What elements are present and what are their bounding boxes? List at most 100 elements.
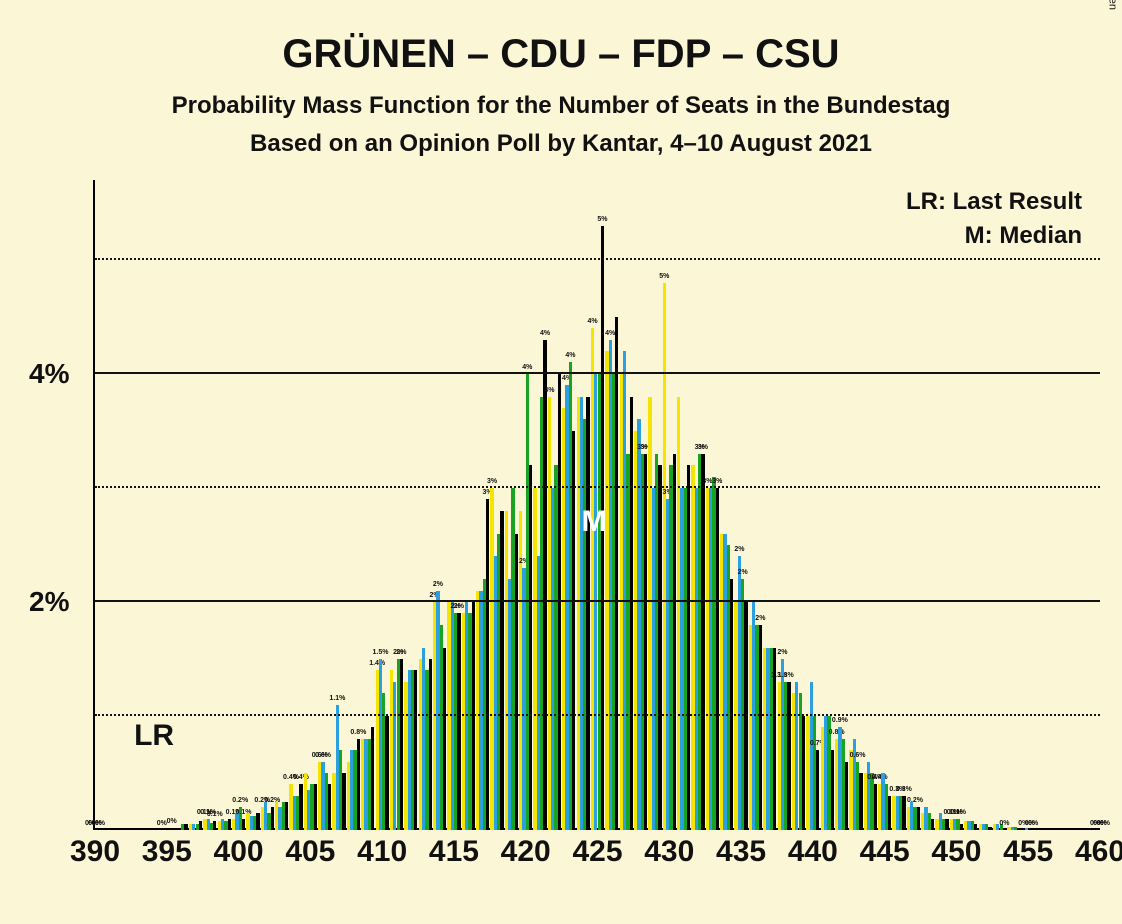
bar: 0.8% xyxy=(357,739,360,830)
bar-value-label: 2% xyxy=(454,603,464,610)
bar: 2% xyxy=(457,613,460,830)
bar-value-label: 2% xyxy=(734,546,744,553)
gridline-minor xyxy=(95,486,1100,488)
bar-value-label: 0% xyxy=(1100,820,1110,827)
bar xyxy=(472,602,475,830)
chart-subtitle-1: Probability Mass Function for the Number… xyxy=(0,92,1122,120)
bar-value-label: 4% xyxy=(565,352,575,359)
bar: 2% xyxy=(759,625,762,830)
gridline-major xyxy=(95,372,1100,374)
bar-value-label: 0% xyxy=(95,820,105,827)
bar xyxy=(673,454,676,830)
bar-value-label: 2% xyxy=(755,615,765,622)
bar: 3% xyxy=(486,499,489,830)
bar-value-label: 2% xyxy=(396,649,406,656)
bar-value-label: 2% xyxy=(777,649,787,656)
gridline-minor xyxy=(95,714,1100,716)
bar-value-label: 0.3% xyxy=(896,786,912,793)
bar xyxy=(586,397,589,830)
bar: 0% xyxy=(170,828,173,830)
y-tick-label: 4% xyxy=(29,358,85,390)
x-tick-label: 415 xyxy=(429,835,479,869)
bar xyxy=(1014,827,1017,830)
x-tick-label: 445 xyxy=(860,835,910,869)
bar-value-label: 0.9% xyxy=(832,717,848,724)
bar xyxy=(443,648,446,830)
bar-value-label: 0.8% xyxy=(829,729,845,736)
x-tick-label: 440 xyxy=(788,835,838,869)
bar xyxy=(917,807,920,830)
bar xyxy=(429,659,432,830)
marker-lr: LR xyxy=(134,719,174,753)
bar xyxy=(802,716,805,830)
bar-value-label: 0.6% xyxy=(850,752,866,759)
bar xyxy=(687,465,690,830)
bar-value-label: 2% xyxy=(433,581,443,588)
bar-value-label: 4% xyxy=(587,318,597,325)
x-tick-label: 460 xyxy=(1075,835,1122,869)
bar xyxy=(658,465,661,830)
bar xyxy=(328,784,331,830)
bar xyxy=(285,802,288,831)
x-tick-label: 435 xyxy=(716,835,766,869)
chart-plot-area: 0%0%0%0%0%0%0.1%0.1%0.1%0.1%0.2%0.1%0.2%… xyxy=(95,180,1100,830)
x-tick-label: 425 xyxy=(572,835,622,869)
bar: 0.1% xyxy=(242,819,245,830)
bar-value-label: 3% xyxy=(698,444,708,451)
bar-value-label: 0.1% xyxy=(207,811,223,818)
marker-m: M xyxy=(582,505,607,539)
bar xyxy=(572,431,575,830)
bar xyxy=(184,824,187,830)
bar: 0.7% xyxy=(816,750,819,830)
bar xyxy=(859,773,862,830)
bar xyxy=(256,813,259,830)
bar-value-label: 4% xyxy=(522,364,532,371)
bar xyxy=(730,579,733,830)
bar-value-label: 3% xyxy=(487,478,497,485)
bar: 3% xyxy=(716,488,719,830)
bar xyxy=(630,397,633,830)
bar xyxy=(1025,828,1028,830)
bar xyxy=(342,773,345,830)
bar-value-label: 4% xyxy=(540,330,550,337)
x-tick-label: 400 xyxy=(214,835,264,869)
x-tick-label: 390 xyxy=(70,835,120,869)
bar-value-label: 1.3% xyxy=(778,672,794,679)
bar-value-label: 1.1% xyxy=(329,695,345,702)
bar xyxy=(744,602,747,830)
chart-title: GRÜNEN – CDU – FDP – CSU xyxy=(0,32,1122,77)
bar-value-label: 0% xyxy=(167,818,177,825)
bar-value-label: 0.1% xyxy=(950,809,966,816)
bar-value-label: 1.4% xyxy=(369,660,385,667)
bar xyxy=(615,317,618,830)
bar xyxy=(385,716,388,830)
bar xyxy=(974,824,977,830)
copyright-text: © 2021 Filip van Laenen xyxy=(1106,0,1118,10)
bar-value-label: 0.8% xyxy=(350,729,366,736)
bar: 3% xyxy=(701,454,704,830)
bar-value-label: 3% xyxy=(712,478,722,485)
bar xyxy=(529,465,532,830)
bar-value-label: 0.4% xyxy=(872,774,888,781)
bar-value-label: 4% xyxy=(605,330,615,337)
bar-value-label: 0.2% xyxy=(232,797,248,804)
bar xyxy=(960,824,963,830)
bar xyxy=(314,784,317,830)
bar xyxy=(515,534,518,830)
bar xyxy=(787,682,790,830)
bar xyxy=(371,727,374,830)
bar xyxy=(831,750,834,830)
legend-m: M: Median xyxy=(906,222,1082,250)
bar-value-label: 0% xyxy=(157,820,167,827)
bar: 0.3% xyxy=(902,796,905,830)
bar-value-label: 0.2% xyxy=(907,797,923,804)
bar xyxy=(558,374,561,830)
bar: 0.4% xyxy=(874,784,877,830)
x-tick-label: 430 xyxy=(644,835,694,869)
bar xyxy=(845,762,848,830)
bar: 0.4% xyxy=(299,784,302,830)
bar xyxy=(988,827,991,830)
bar xyxy=(500,511,503,830)
x-tick-label: 395 xyxy=(142,835,192,869)
bar xyxy=(888,796,891,830)
